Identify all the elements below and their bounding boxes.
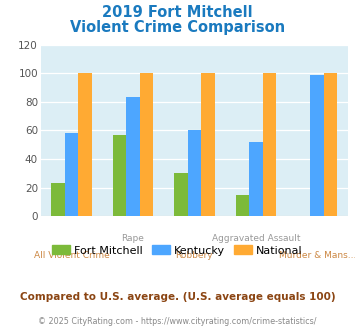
Bar bbox=[51, 183, 65, 216]
Bar bbox=[174, 173, 187, 216]
Text: Rape: Rape bbox=[121, 234, 144, 243]
Bar bbox=[201, 73, 215, 216]
Text: Violent Crime Comparison: Violent Crime Comparison bbox=[70, 20, 285, 35]
Bar bbox=[187, 130, 201, 216]
Legend: Fort Mitchell, Kentucky, National: Fort Mitchell, Kentucky, National bbox=[48, 241, 307, 260]
Text: Murder & Mans...: Murder & Mans... bbox=[279, 251, 355, 260]
Bar bbox=[65, 133, 78, 216]
Bar bbox=[249, 142, 263, 216]
Text: 2019 Fort Mitchell: 2019 Fort Mitchell bbox=[102, 5, 253, 20]
Bar bbox=[263, 73, 276, 216]
Bar bbox=[235, 195, 249, 216]
Text: Compared to U.S. average. (U.S. average equals 100): Compared to U.S. average. (U.S. average … bbox=[20, 292, 335, 302]
Text: © 2025 CityRating.com - https://www.cityrating.com/crime-statistics/: © 2025 CityRating.com - https://www.city… bbox=[38, 317, 317, 326]
Bar bbox=[113, 135, 126, 216]
Text: All Violent Crime: All Violent Crime bbox=[34, 251, 109, 260]
Bar bbox=[310, 75, 324, 216]
Bar bbox=[324, 73, 338, 216]
Bar bbox=[140, 73, 153, 216]
Bar bbox=[126, 97, 140, 216]
Bar bbox=[78, 73, 92, 216]
Text: Robbery: Robbery bbox=[176, 251, 213, 260]
Text: Aggravated Assault: Aggravated Assault bbox=[212, 234, 300, 243]
